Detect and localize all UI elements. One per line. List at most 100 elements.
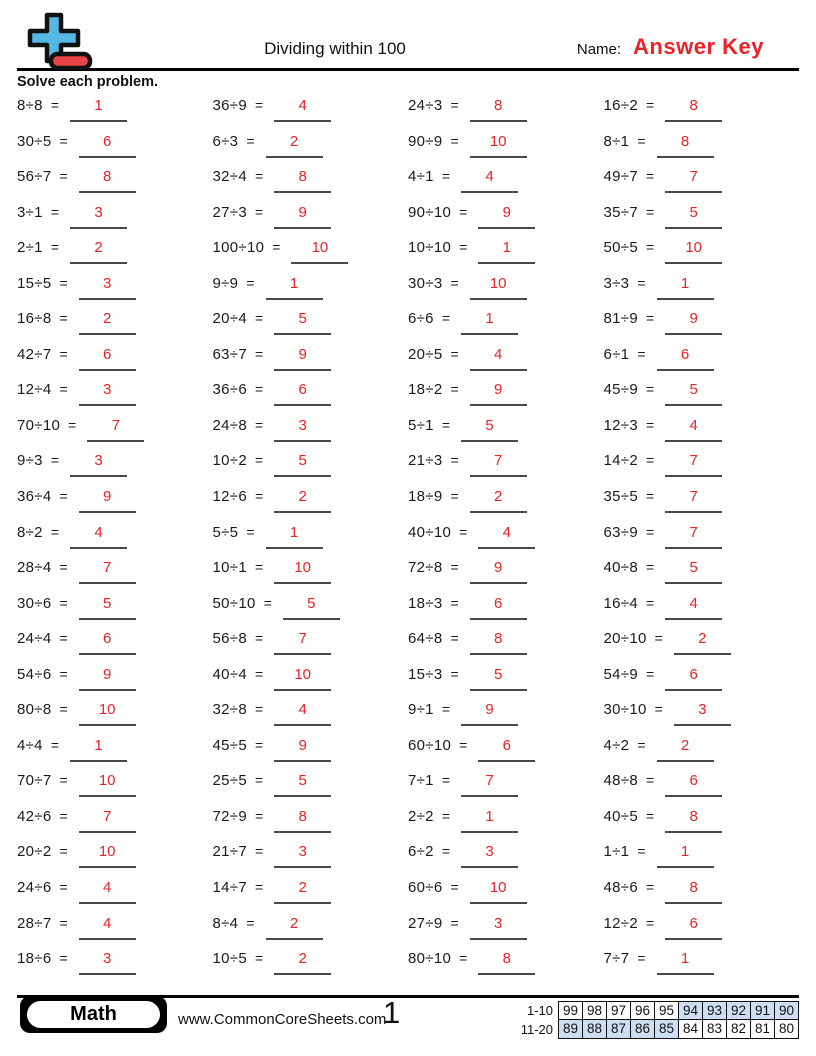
problem: 18÷6 = 3	[17, 945, 213, 981]
grading-percent-cell: 91	[750, 1001, 775, 1020]
problem-column-3: 24÷3 = 8 90÷9 = 10 4÷1 = 4 90÷10 = 9 10÷10 = 1 30÷3 = 10 6…	[408, 92, 604, 981]
problem-expression: 20÷4	[212, 310, 247, 328]
answer-value: 4	[102, 914, 112, 932]
problem-expression: 12÷2	[603, 914, 638, 932]
equals-sign: =	[254, 345, 264, 362]
problem: 30÷6 = 5	[17, 590, 213, 626]
equals-sign: =	[50, 523, 60, 540]
answer-blank: 3	[461, 843, 519, 869]
problem-expression: 18÷2	[408, 381, 443, 399]
answer-value: 3	[102, 274, 112, 292]
problem: 3÷1 = 3	[17, 199, 213, 235]
problem: 54÷6 = 9	[17, 661, 213, 697]
problem-expression: 9÷3	[17, 452, 43, 470]
answer-value: 7	[485, 772, 494, 790]
problem-expression: 4÷4	[17, 736, 43, 754]
answer-blank: 1	[461, 310, 519, 336]
equals-sign: =	[441, 168, 451, 185]
grading-percent-cell: 87	[606, 1019, 631, 1039]
answer-value: 2	[298, 879, 307, 897]
answer-value: 8	[689, 807, 698, 825]
problem-expression: 15÷3	[408, 665, 443, 683]
problem: 21÷3 = 7	[408, 447, 604, 483]
answer-value: 7	[298, 630, 307, 648]
answer-value: 8	[102, 168, 112, 186]
problem: 10÷10 = 1	[408, 234, 604, 270]
problem-expression: 50÷10	[212, 594, 256, 612]
problem: 50÷10 = 5	[213, 590, 409, 626]
problem-expression: 3÷1	[17, 203, 43, 221]
equals-sign: =	[50, 239, 60, 256]
answer-blank: 9	[469, 559, 527, 585]
problem-expression: 40÷5	[603, 807, 638, 825]
problem-expression: 32÷8	[212, 701, 247, 719]
problem: 28÷7 = 4	[17, 910, 213, 946]
answer-blank: 6	[665, 772, 723, 798]
problem: 18÷2 = 9	[408, 376, 604, 412]
problem: 14÷2 = 7	[604, 447, 800, 483]
problem-expression: 27÷3	[212, 203, 247, 221]
problem-expression: 15÷5	[17, 274, 52, 292]
grading-table-row: 1-10 99 98 97 96 95 94 93 92 91 90	[503, 1001, 799, 1020]
problem: 70÷7 = 10	[17, 767, 213, 803]
equals-sign: =	[459, 950, 468, 967]
equals-sign: =	[637, 132, 646, 149]
problem-expression: 10÷5	[212, 950, 247, 968]
answer-value: 9	[493, 381, 503, 399]
problem: 18÷3 = 6	[408, 590, 604, 626]
problem: 9÷1 = 9	[408, 696, 604, 732]
equals-sign: =	[50, 203, 60, 220]
answer-blank: 2	[274, 879, 332, 905]
equals-sign: =	[654, 630, 663, 647]
answer-value: 9	[298, 345, 307, 363]
name-area: Name: Answer Key	[577, 34, 764, 60]
problem: 5÷1 = 5	[408, 412, 604, 448]
answer-blank: 6	[469, 595, 527, 620]
problem-expression: 12÷4	[17, 381, 52, 399]
header-divider	[17, 68, 799, 71]
answer-blank: 9	[274, 204, 332, 229]
worksheet-title: Dividing within 100	[264, 39, 406, 58]
equals-sign: =	[645, 807, 655, 824]
answer-value: 9	[102, 488, 112, 506]
grading-percent-cell: 84	[678, 1019, 703, 1039]
equals-sign: =	[450, 345, 459, 362]
problem: 63÷9 = 7	[604, 519, 800, 555]
problem-expression: 40÷8	[603, 559, 638, 577]
problem: 2÷1 = 2	[17, 234, 213, 270]
answer-blank: 3	[78, 950, 136, 976]
problem-expression: 10÷10	[408, 239, 452, 257]
problem-column-1: 8÷8 = 1 30÷5 = 6 56÷7 = 8 3÷1 = 3 2÷1 = 2 15÷5 = 3 16÷8 = 2 4…	[17, 92, 213, 981]
problem: 1÷1 = 1	[604, 838, 800, 874]
equals-sign: =	[645, 559, 655, 576]
answer-value: 10	[311, 239, 329, 257]
problem: 90÷10 = 9	[408, 199, 604, 235]
equals-sign: =	[254, 310, 264, 327]
answer-value: 10	[294, 559, 311, 577]
answer-value: 3	[493, 914, 503, 932]
equals-sign: =	[59, 665, 68, 682]
equals-sign: =	[645, 914, 655, 931]
problem-expression: 9÷9	[212, 274, 239, 292]
answer-blank: 3	[70, 452, 128, 478]
equals-sign: =	[645, 452, 655, 469]
answer-blank: 4	[469, 346, 527, 371]
problem: 36÷9 = 4	[213, 92, 409, 128]
problem: 32÷8 = 4	[213, 696, 409, 732]
answer-value: 3	[102, 381, 112, 399]
grading-percent-cell: 81	[750, 1019, 775, 1039]
equals-sign: =	[459, 203, 468, 220]
answer-value: 4	[485, 168, 494, 186]
problem-expression: 12÷3	[603, 416, 638, 434]
grading-percent-cell: 90	[774, 1001, 799, 1020]
problem: 60÷10 = 6	[408, 732, 604, 768]
equals-sign: =	[59, 310, 68, 327]
problem: 56÷7 = 8	[17, 163, 213, 199]
problem-expression: 2÷1	[17, 239, 43, 257]
problem-expression: 50÷5	[603, 239, 638, 257]
problem-expression: 30÷6	[17, 594, 52, 612]
equals-sign: =	[459, 239, 468, 256]
grading-percent-cell: 95	[654, 1001, 679, 1020]
answer-blank: 10	[78, 772, 136, 798]
answer-blank: 10	[78, 701, 136, 727]
